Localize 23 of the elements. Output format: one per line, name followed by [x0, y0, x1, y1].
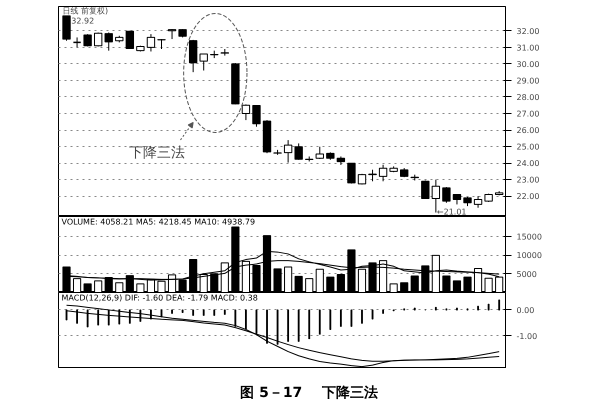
chart-title: MACD(12,26,9) DIF: -1.60 DEA: -1.79 MACD: 0.38: [62, 294, 258, 302]
y-tick-label: 27.00: [516, 109, 540, 118]
y-tick-label: 30.00: [516, 60, 540, 69]
y-tick-label: 26.00: [516, 126, 540, 136]
chart-title: VOLUME: 4058.21 MA5: 4218.45 MA10: 4938.79: [62, 218, 256, 226]
y-tick-label: 25.00: [516, 142, 540, 152]
y-tick-label: -1.00: [516, 332, 538, 341]
y-tick-label: 32.00: [516, 26, 540, 36]
caption: 图 5－17 下降三法: [240, 384, 378, 403]
annotation: 32.92: [71, 16, 94, 26]
y-tick-label: 23.00: [516, 176, 540, 185]
y-tick-label: 15000: [516, 232, 542, 242]
y-tick-label: 0.00: [516, 306, 534, 315]
y-tick-label: 10000: [516, 251, 542, 260]
annotation: 下降三法: [128, 145, 185, 162]
y-tick-label: 28.00: [516, 92, 540, 102]
y-tick-label: 24.00: [516, 159, 540, 168]
y-tick-label: 5000: [516, 270, 537, 279]
annotation: ←21.01: [436, 207, 467, 216]
y-tick-label: 31.00: [516, 43, 540, 52]
annotation: 日线 前复权): [62, 6, 108, 16]
y-tick-label: 22.00: [516, 192, 540, 202]
y-tick-label: 29.00: [516, 76, 540, 86]
